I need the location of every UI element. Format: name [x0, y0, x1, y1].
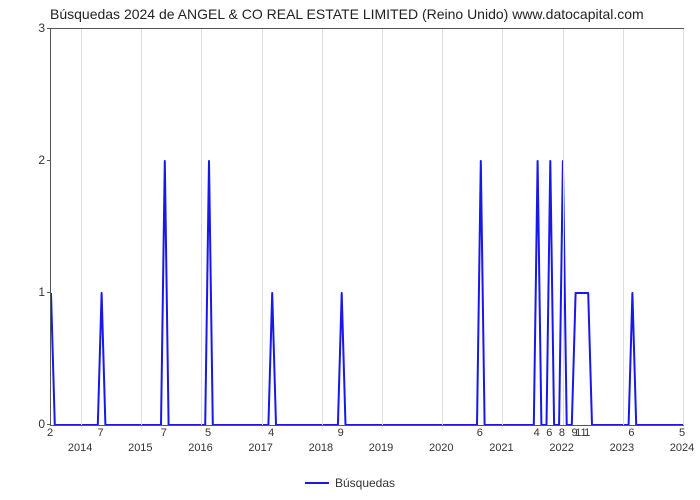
legend: Búsquedas [305, 476, 395, 490]
x-gridline [141, 29, 142, 425]
y-tick: 3 [33, 21, 45, 35]
point-value-label: 9 [338, 427, 344, 439]
x-gridline [322, 29, 323, 425]
x-year-label: 2021 [489, 442, 513, 454]
x-year-label: 2014 [68, 442, 92, 454]
x-year-label: 2023 [610, 442, 634, 454]
point-value-label: 7 [161, 427, 167, 439]
point-value-label: 8 [559, 427, 565, 439]
x-year-labels: 2014 2015 2016 2017 2018 2019 2020 2021 2022 2023… [50, 442, 682, 456]
point-value-labels: 2775496468911165 [50, 427, 682, 441]
x-year-label: 2018 [309, 442, 333, 454]
point-value-label: 4 [534, 427, 540, 439]
legend-swatch [305, 482, 329, 484]
point-value-label: 6 [628, 427, 634, 439]
point-value-label: 5 [205, 427, 211, 439]
x-gridline [382, 29, 383, 425]
x-year-label: 2015 [128, 442, 152, 454]
legend-label: Búsquedas [335, 476, 395, 490]
x-gridline [262, 29, 263, 425]
point-value-label: 7 [97, 427, 103, 439]
point-value-label: 2 [47, 427, 53, 439]
y-tick: 2 [33, 153, 45, 167]
point-value-label: 4 [268, 427, 274, 439]
y-tick: 0 [33, 417, 45, 431]
point-value-label: 6 [546, 427, 552, 439]
x-gridline [563, 29, 564, 425]
point-value-label: 6 [477, 427, 483, 439]
point-value-label: 5 [679, 427, 685, 439]
chart-title: Búsquedas 2024 de ANGEL & CO REAL ESTATE… [50, 6, 644, 22]
x-gridline [201, 29, 202, 425]
x-year-label: 2024 [670, 442, 694, 454]
x-year-label: 2019 [369, 442, 393, 454]
x-gridline [623, 29, 624, 425]
x-gridline [442, 29, 443, 425]
x-year-label: 2020 [429, 442, 453, 454]
x-year-label: 2016 [188, 442, 212, 454]
x-gridline [81, 29, 82, 425]
x-gridline [683, 29, 684, 425]
x-year-label: 2017 [248, 442, 272, 454]
line-series [51, 29, 683, 425]
x-year-label: 2022 [549, 442, 573, 454]
point-value-label: 1 [584, 427, 590, 439]
y-tick: 1 [33, 285, 45, 299]
chart-canvas: Búsquedas 2024 de ANGEL & CO REAL ESTATE… [0, 0, 700, 500]
plot-area [50, 28, 684, 426]
x-gridline [502, 29, 503, 425]
